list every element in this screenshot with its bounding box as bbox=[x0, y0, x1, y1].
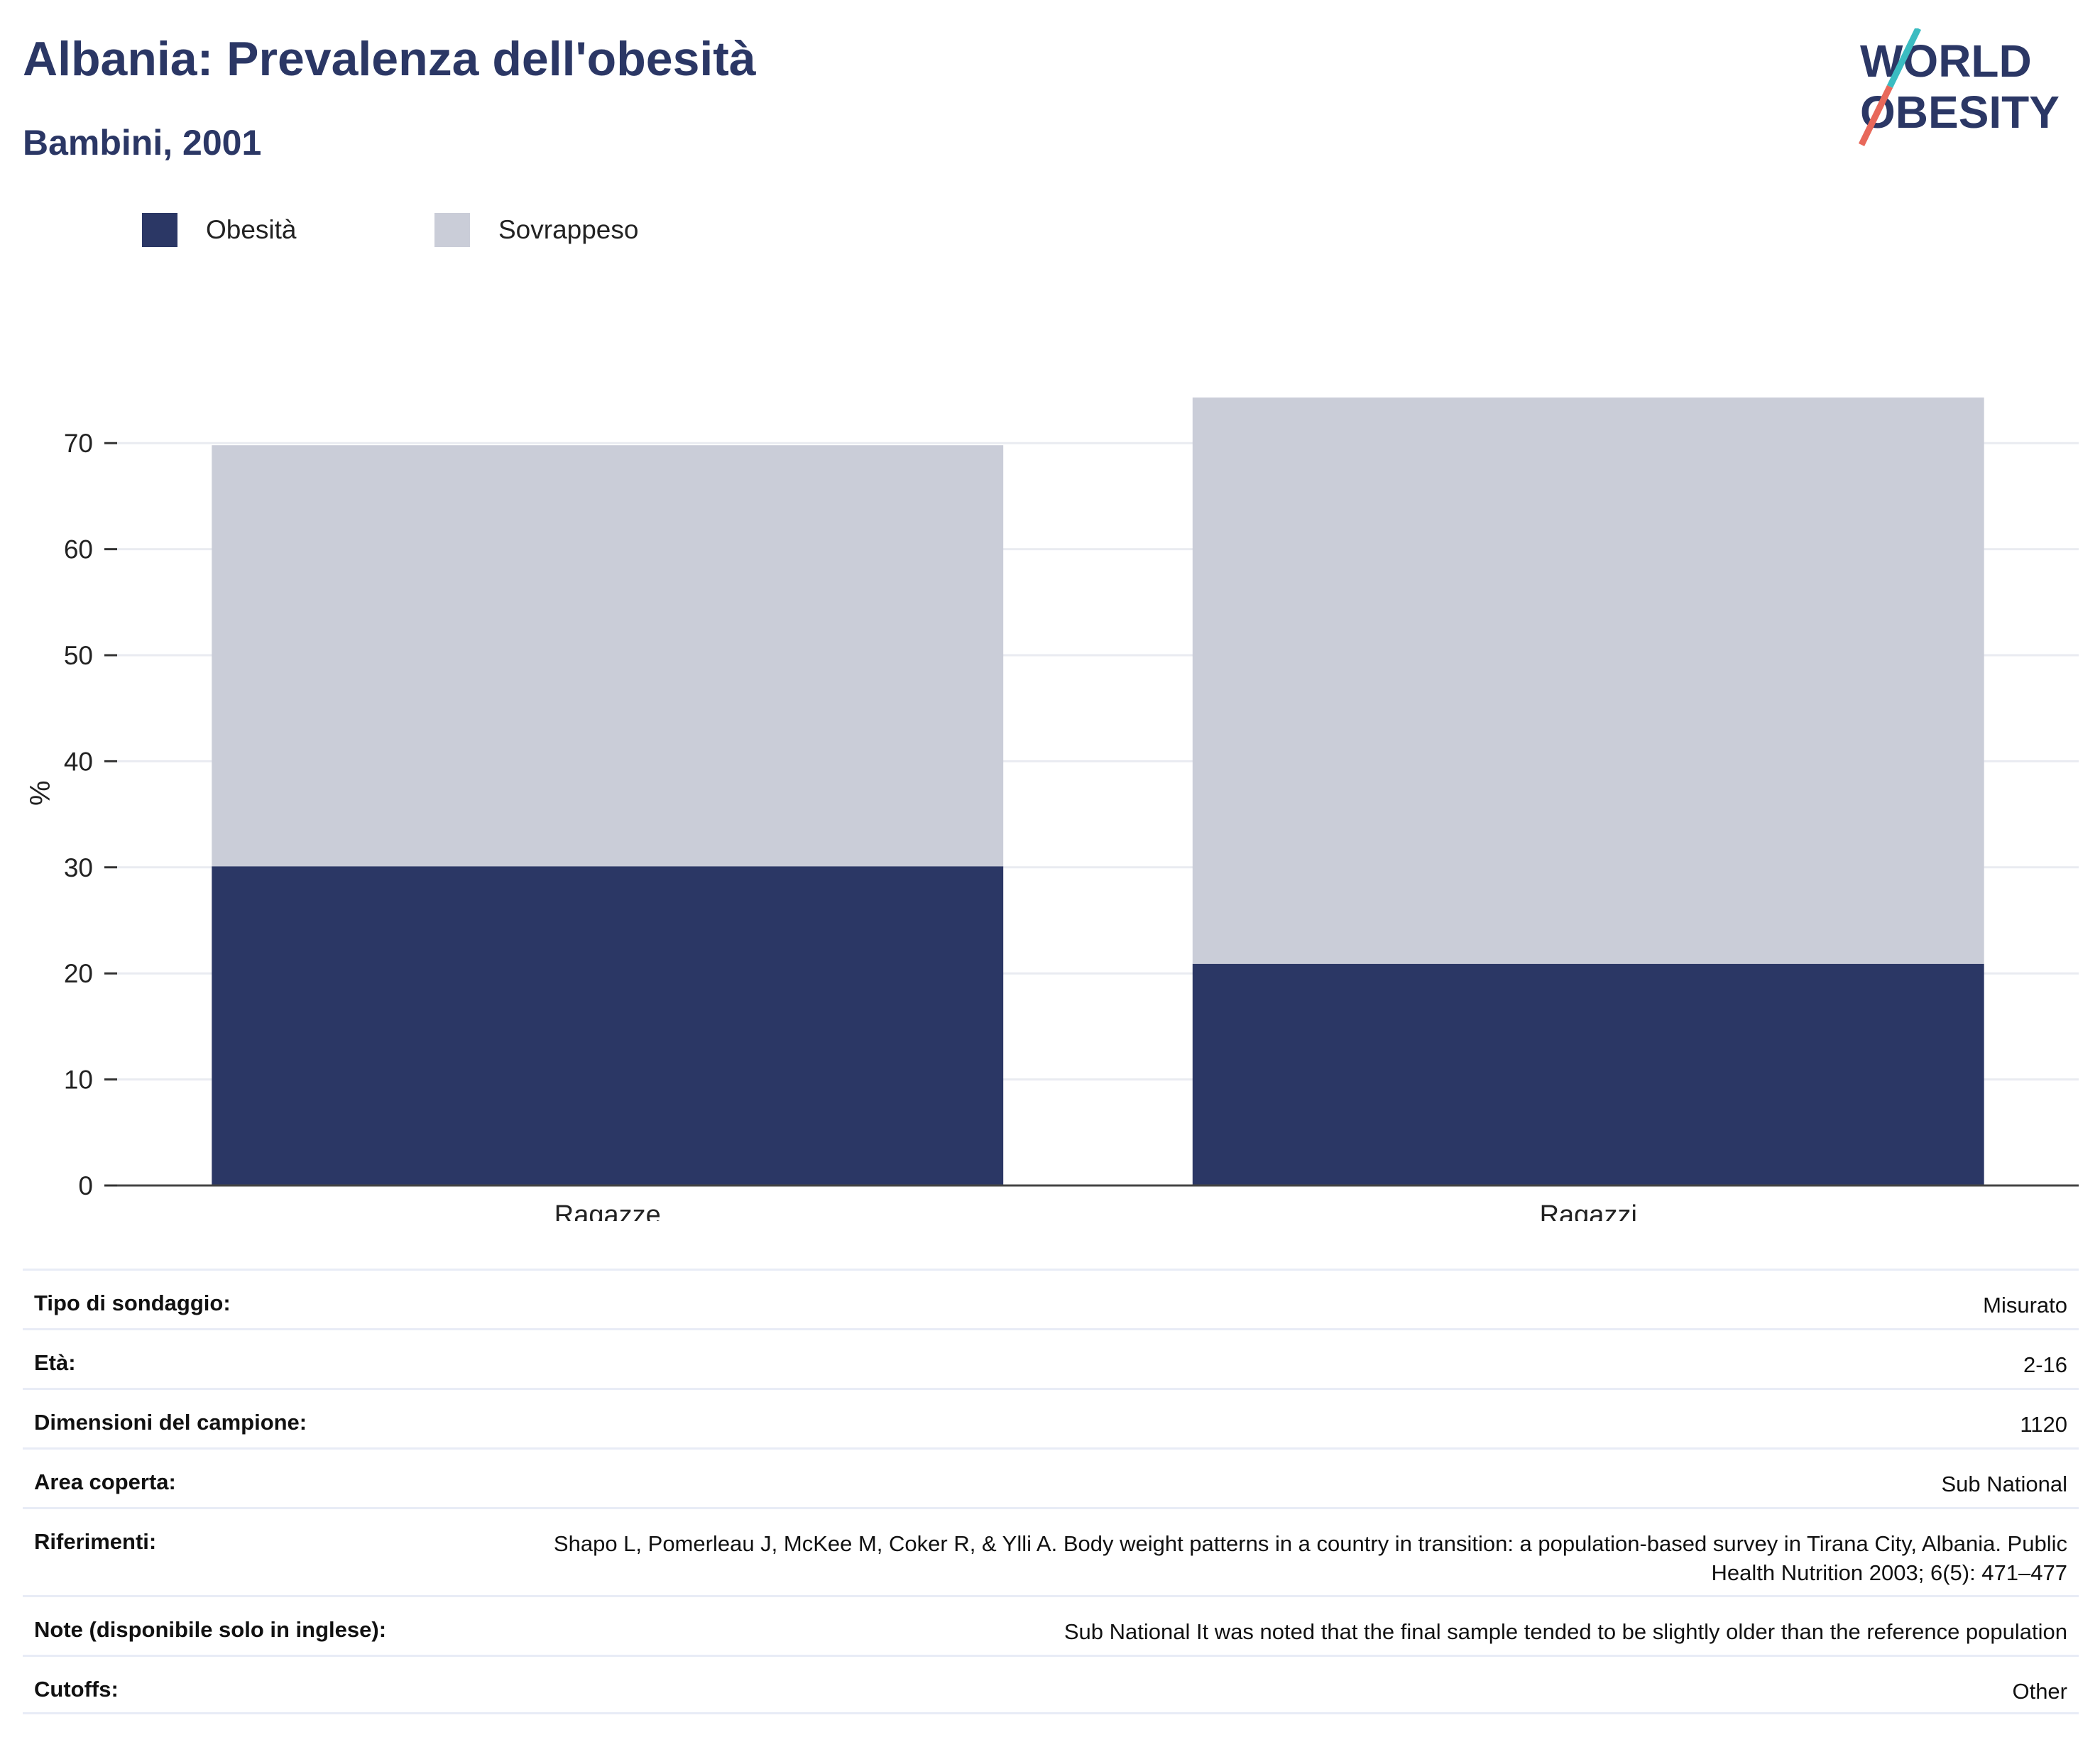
bar-ragazze-sovrappeso bbox=[212, 445, 1004, 867]
bar-ragazzi-obesit bbox=[1192, 963, 1984, 1185]
info-value: Shapo L, Pomerleau J, McKee M, Coker R, … bbox=[553, 1531, 2067, 1585]
info-value: Sub National It was noted that the final… bbox=[1063, 1619, 2067, 1644]
info-row: Dimensioni del campione: 1120 bbox=[23, 1388, 2079, 1447]
info-label: Dimensioni del campione: bbox=[34, 1410, 307, 1435]
y-tick-label: 60 bbox=[64, 535, 93, 564]
svg-text:WORLD: WORLD bbox=[1860, 35, 2032, 87]
info-row: Età: 2-16 bbox=[23, 1328, 2079, 1388]
y-tick-label: 70 bbox=[64, 429, 93, 458]
x-tick-label: Ragazze bbox=[554, 1200, 661, 1221]
legend-label-obesita: Obesità bbox=[206, 215, 297, 244]
stacked-bar-chart: 0 10 20 30 40 50 60 70% Ragazze Ragazzi bbox=[25, 397, 2079, 1221]
y-tick-label: 40 bbox=[64, 747, 93, 776]
y-tick-label: 20 bbox=[64, 959, 93, 988]
info-value: Misurato bbox=[1983, 1293, 2067, 1318]
info-value: Other bbox=[2012, 1679, 2067, 1704]
y-tick-label: 0 bbox=[78, 1171, 93, 1200]
y-tick-label: 50 bbox=[64, 641, 93, 670]
y-axis-label: % bbox=[25, 780, 56, 806]
info-label: Note (disponibile solo in inglese): bbox=[34, 1617, 387, 1642]
info-value: 2-16 bbox=[2023, 1352, 2067, 1377]
legend-label-sovrappeso: Sovrappeso bbox=[498, 215, 639, 244]
info-row: Cutoffs: Other bbox=[23, 1655, 2079, 1714]
svg-text:OBESITY: OBESITY bbox=[1860, 87, 2060, 138]
legend-item-obesita: Obesità bbox=[142, 210, 297, 250]
info-label: Cutoffs: bbox=[34, 1677, 119, 1702]
info-row: Note (disponibile solo in inglese): Sub N… bbox=[23, 1595, 2079, 1655]
chart-title: Albania: Prevalenza dell'obesità bbox=[23, 32, 756, 86]
y-tick-label: 10 bbox=[64, 1066, 93, 1095]
info-row: Tipo di sondaggio: Misurato bbox=[23, 1269, 2079, 1328]
legend-item-sovrappeso: Sovrappeso bbox=[434, 210, 638, 250]
info-label: Tipo di sondaggio: bbox=[34, 1291, 231, 1315]
y-tick-label: 30 bbox=[64, 853, 93, 882]
legend-swatch-sovrappeso bbox=[434, 213, 470, 247]
info-value: 1120 bbox=[2020, 1412, 2067, 1437]
info-value: Sub National bbox=[1941, 1472, 2067, 1496]
world-obesity-logo: WORLD OBESITY bbox=[1858, 28, 2060, 146]
info-table: Tipo di sondaggio: Misurato Età: 2-16 Dimens… bbox=[23, 1269, 2079, 1714]
info-label: Riferimenti: bbox=[34, 1529, 157, 1554]
bar-ragazze-obesit bbox=[212, 866, 1004, 1185]
x-tick-label: Ragazzi bbox=[1540, 1200, 1637, 1221]
legend-swatch-obesita bbox=[142, 213, 177, 247]
bar-ragazzi-sovrappeso bbox=[1192, 397, 1984, 964]
chart-subtitle: Bambini, 2001 bbox=[23, 123, 262, 163]
info-row: Area coperta: Sub National bbox=[23, 1447, 2079, 1507]
info-label: Area coperta: bbox=[34, 1469, 176, 1494]
info-row: Riferimenti: Shapo L, Pomerleau J, McKee … bbox=[23, 1507, 2079, 1595]
info-label: Età: bbox=[34, 1350, 76, 1375]
